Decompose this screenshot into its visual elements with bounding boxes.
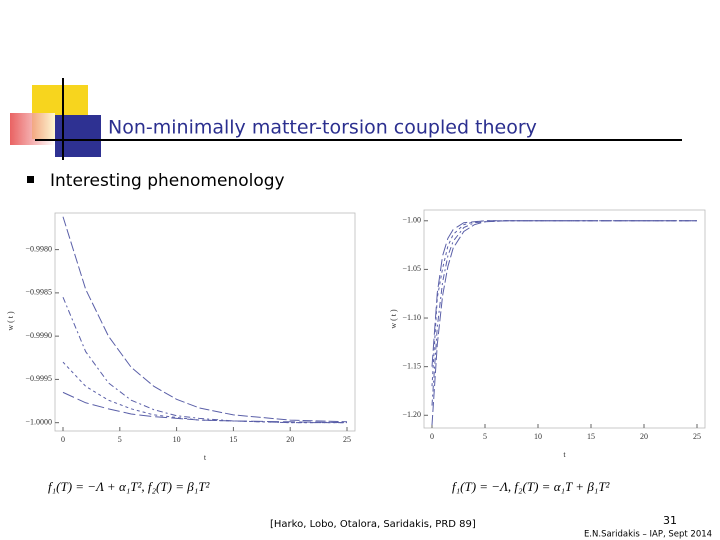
bullet-marker: [27, 176, 34, 183]
y-tick-label: −0.9995: [25, 374, 52, 383]
data-line: [431, 220, 697, 387]
y-tick-label: −1.10: [402, 313, 421, 322]
blue-square: [55, 115, 101, 157]
y-tick-label: −1.15: [402, 361, 421, 370]
page-number: 31: [663, 514, 677, 527]
x-tick-label: 10: [173, 435, 181, 444]
data-line: [62, 391, 348, 424]
y-tick-label: −0.9980: [25, 244, 52, 253]
x-tick-label: 5: [483, 432, 487, 441]
chart: 0 5 10 15 20 25 −1.00 −1.05 −1.10 −1.15 −1.20 t w ( …: [389, 209, 706, 459]
x-axis-label: t: [204, 453, 207, 462]
y-axis-label: w ( t ): [6, 311, 15, 331]
data-line: [62, 297, 347, 424]
y-tick-label: −1.20: [402, 410, 421, 419]
bullet-text: Interesting phenomenology: [50, 171, 285, 191]
data-line: [431, 220, 697, 406]
y-tick-label: −0.9990: [25, 331, 52, 340]
y-tick-label: −1.05: [402, 264, 421, 273]
data-line: [431, 220, 697, 426]
x-tick-label: 15: [229, 435, 237, 444]
data-line: [431, 220, 697, 367]
x-tick-label: 15: [587, 432, 595, 441]
x-axis-label: t: [563, 450, 566, 459]
x-tick-label: 0: [430, 432, 434, 441]
charts: 0 5 10 15 20 25 −0.9980 −0.9985 −0.9990 −0.9995 −1…: [6, 209, 706, 462]
x-tick-label: 10: [534, 432, 542, 441]
y-tick-label: −1.00: [402, 216, 421, 225]
plot-frame: [54, 212, 356, 432]
formula: f₁(T) = −Λ, f₂(T) = α₁T + β₁T²: [452, 479, 611, 494]
y-tick-label: −1.0000: [25, 418, 52, 427]
slide-title: Non-minimally matter-torsion coupled the…: [108, 117, 537, 139]
chart: 0 5 10 15 20 25 −0.9980 −0.9985 −0.9990 −0.9995 −1…: [6, 212, 356, 462]
y-axis-label: w ( t ): [389, 309, 398, 329]
x-tick-label: 25: [693, 432, 701, 441]
footer: E.N.Saridakis – IAP, Sept 2014: [584, 530, 712, 540]
data-line: [62, 216, 348, 423]
x-tick-label: 25: [343, 435, 351, 444]
decoration: [10, 78, 682, 160]
x-tick-label: 5: [118, 435, 122, 444]
citation: [Harko, Lobo, Otalora, Saridakis, PRD 89…: [270, 519, 476, 530]
formula: f₁(T) = −Λ + α₁T², f₂(T) = β₁T²: [48, 479, 210, 494]
x-tick-label: 20: [286, 435, 294, 444]
plot-frame: [423, 209, 706, 429]
x-tick-label: 20: [640, 432, 648, 441]
data-line: [62, 361, 347, 424]
y-tick-label: −0.9985: [25, 288, 52, 297]
x-tick-label: 0: [61, 435, 65, 444]
